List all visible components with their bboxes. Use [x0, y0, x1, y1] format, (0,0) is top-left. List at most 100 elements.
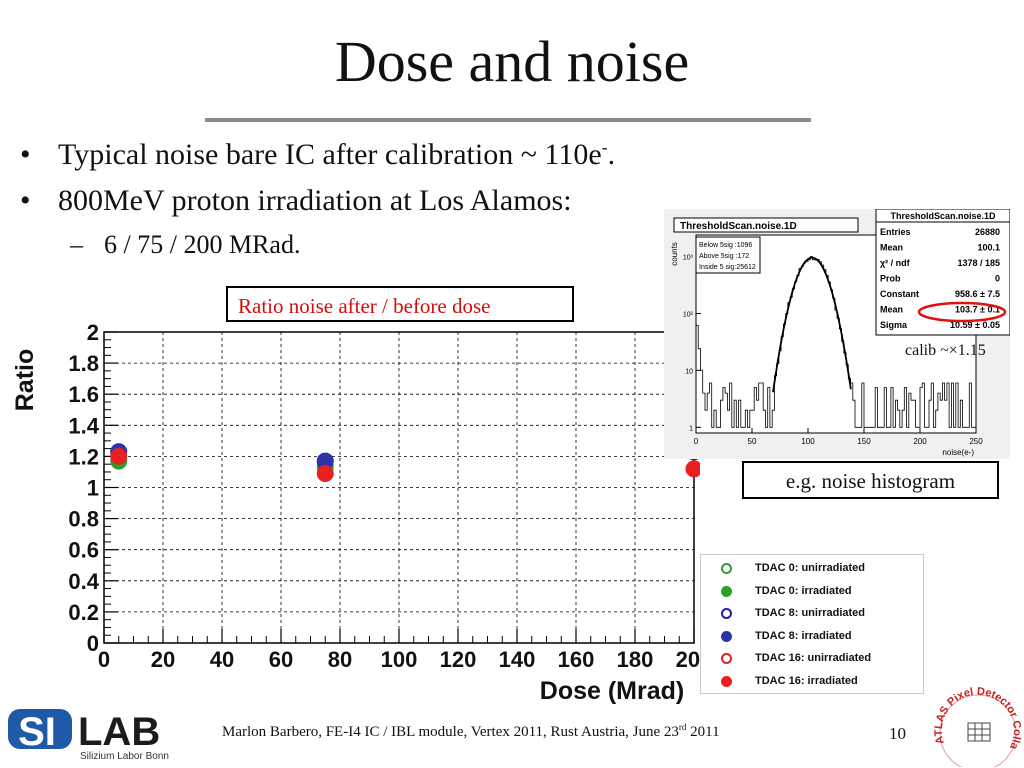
ratio-chart: 02040608010012014016018020000.20.40.60.8…	[11, 320, 700, 705]
y-tick-label: 1	[87, 476, 99, 501]
data-point	[686, 460, 700, 477]
x-tick-label: 40	[210, 647, 234, 672]
hist-y-tick-label: 10³	[683, 255, 694, 262]
title-underline	[205, 118, 811, 122]
y-axis-label: Ratio	[11, 349, 39, 412]
x-tick-label: 180	[617, 647, 654, 672]
legend-label: TDAC 8: irradiated	[755, 629, 852, 642]
y-tick-label: 0.8	[68, 507, 99, 532]
seal-emblem	[967, 722, 991, 742]
hist-x-tick-label: 0	[694, 437, 699, 446]
x-tick-label: 120	[440, 647, 477, 672]
bullet-marker: •	[20, 138, 31, 171]
x-tick-label: 0	[98, 647, 110, 672]
stats-label: Prob	[880, 274, 901, 284]
data-point	[317, 465, 334, 482]
legend-item: TDAC 16: unirradiated	[701, 649, 923, 669]
mean-highlight-ellipse	[917, 301, 1007, 323]
hist-x-tick-label: 250	[969, 437, 983, 446]
stats-box: ThresholdScan.noise.1D Entries 26880 Mean 10…	[876, 211, 1010, 330]
legend-label: TDAC 0: irradiated	[755, 584, 852, 597]
bullet-list: • Typical noise bare IC after calibratio…	[12, 132, 615, 224]
footer-text: Marlon Barbero, FE-I4 IC / IBL module, V…	[222, 724, 679, 740]
logo-subtitle: Silizium Labor Bonn	[80, 751, 169, 762]
y-tick-label: 1.2	[68, 444, 99, 469]
hist-y-tick-label: 1	[689, 425, 693, 432]
x-tick-label: 100	[381, 647, 418, 672]
stats-label: Entries	[880, 227, 911, 237]
legend-item: TDAC 16: irradiated	[701, 672, 923, 692]
bullet-superscript: -	[601, 137, 608, 157]
ratio-callout: Ratio noise after / before dose	[226, 286, 574, 322]
legend-item: TDAC 0: unirradiated	[701, 559, 923, 579]
x-tick-label: 140	[499, 647, 536, 672]
stats-label: χ² / ndf	[880, 258, 911, 268]
histogram-x-label: noise(e-)	[942, 448, 974, 457]
stats-value: 100.1	[977, 243, 1000, 253]
x-axis-label: Dose (Mrad)	[540, 677, 684, 705]
legend-item: TDAC 8: irradiated	[701, 627, 923, 647]
legend-marker	[721, 563, 732, 574]
chart-ticks: 02040608010012014016018020000.20.40.60.8…	[68, 320, 700, 672]
stats-value: 1378 / 185	[957, 258, 1000, 268]
bullet-item: • 800MeV proton irradiation at Los Alamo…	[12, 178, 615, 224]
stats-label: Mean	[880, 243, 903, 253]
stats-label: Constant	[880, 289, 919, 299]
bullet-tail: .	[607, 138, 616, 171]
histogram-ticks: 0 50 100 150 200 250 1 10 10² 10³	[683, 255, 983, 446]
hist-y-tick-label: 10	[685, 368, 693, 375]
histogram-title: ThresholdScan.noise.1D	[680, 221, 797, 232]
info-line-below: Below 5sig :1096	[699, 242, 752, 249]
x-tick-label: 80	[328, 647, 352, 672]
silab-logo: SI LAB Silizium Labor Bonn	[8, 709, 169, 762]
legend-marker	[721, 585, 732, 597]
slide-footer: Marlon Barbero, FE-I4 IC / IBL module, V…	[222, 722, 720, 741]
stats-value: 0	[995, 274, 1000, 284]
stats-value: 103.7 ± 0.1	[955, 305, 1000, 315]
slide-title: Dose and noise	[334, 29, 690, 94]
legend-item: TDAC 8: unirradiated	[701, 604, 923, 624]
hist-x-tick-label: 50	[748, 437, 757, 446]
stats-value: 10.59 ± 0.05	[950, 320, 1000, 330]
calib-note: calib ~×1.15	[905, 342, 986, 359]
stats-label: Sigma	[880, 320, 908, 330]
logo-lab: LAB	[78, 710, 160, 754]
legend-item: TDAC 0: irradiated	[701, 582, 923, 602]
sub-bullet: –6 / 75 / 200 MRad.	[70, 230, 300, 260]
x-tick-label: 60	[269, 647, 293, 672]
page-number: 10	[889, 724, 906, 743]
x-tick-label: 200	[676, 647, 700, 672]
bullet-text: Typical noise bare IC after calibration …	[58, 138, 602, 171]
legend-label: TDAC 16: irradiated	[755, 674, 858, 687]
legend-marker	[721, 675, 732, 687]
hist-x-tick-label: 100	[801, 437, 815, 446]
stats-title: ThresholdScan.noise.1D	[890, 211, 996, 221]
gaussian-fit-curve	[772, 256, 852, 393]
legend-marker	[721, 653, 732, 664]
chart-legend: TDAC 0: unirradiated TDAC 0: irradiated TD…	[700, 554, 924, 694]
bullet-text: 800MeV proton irradiation at Los Alamos:	[58, 184, 572, 217]
footer-superscript: rd	[678, 722, 687, 732]
legend-marker	[721, 630, 732, 642]
y-tick-label: 0.4	[68, 569, 99, 594]
chart-grid	[103, 331, 695, 644]
sub-bullet-text: 6 / 75 / 200 MRad.	[104, 230, 301, 259]
footer-tail: 2011	[686, 724, 720, 740]
histogram-bins	[696, 256, 976, 428]
y-tick-label: 0	[87, 631, 99, 656]
noise-histogram-callout: e.g. noise histogram	[742, 461, 999, 499]
stats-value: 26880	[975, 227, 1000, 237]
histogram-y-label: counts	[670, 242, 679, 266]
hist-y-tick-label: 10²	[683, 312, 694, 319]
info-line-above: Above 5sig :172	[699, 253, 749, 260]
dash-marker: –	[70, 230, 83, 259]
legend-label: TDAC 0: unirradiated	[755, 562, 866, 574]
y-tick-label: 2	[87, 320, 99, 345]
stats-label: Mean	[880, 305, 903, 315]
hist-x-tick-label: 200	[913, 437, 927, 446]
y-tick-label: 1.8	[68, 351, 99, 376]
logo-si: SI	[18, 710, 56, 754]
x-tick-label: 160	[558, 647, 595, 672]
chart-points	[110, 440, 700, 483]
legend-label: TDAC 8: unirradiated	[755, 607, 866, 619]
